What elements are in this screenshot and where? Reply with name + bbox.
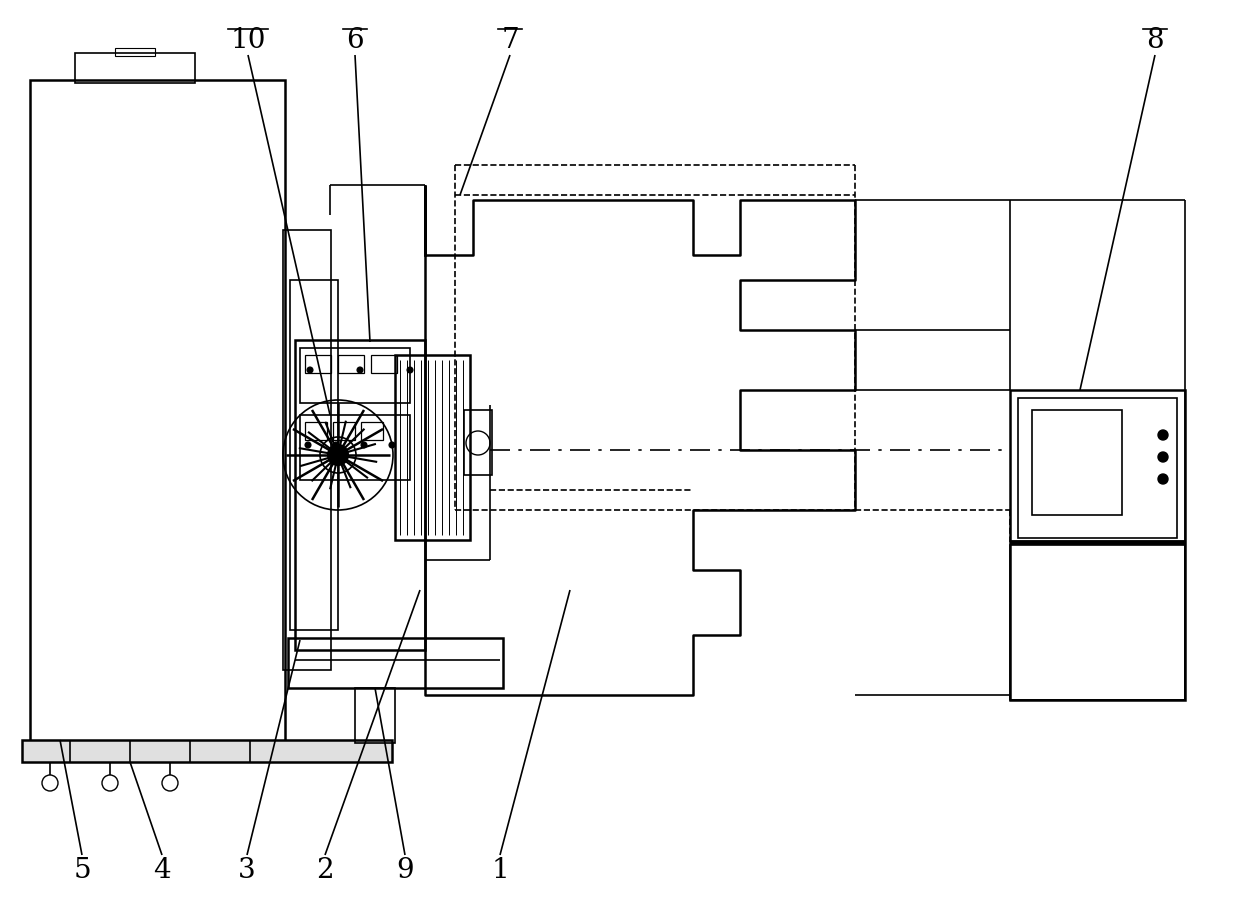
Bar: [300, 415, 410, 480]
Bar: [1011, 390, 1185, 700]
Circle shape: [357, 367, 363, 373]
Bar: [115, 48, 155, 56]
Circle shape: [407, 367, 413, 373]
Text: 7: 7: [501, 26, 518, 54]
Circle shape: [361, 442, 367, 448]
Bar: [305, 355, 331, 373]
Circle shape: [305, 442, 311, 448]
Bar: [283, 230, 331, 670]
Bar: [288, 638, 503, 688]
Circle shape: [389, 442, 396, 448]
Bar: [30, 80, 285, 750]
Text: 2: 2: [316, 856, 334, 884]
Bar: [290, 280, 339, 630]
Bar: [371, 355, 397, 373]
Bar: [300, 348, 410, 403]
Circle shape: [334, 442, 339, 448]
Bar: [464, 410, 492, 475]
Text: 9: 9: [397, 856, 414, 884]
Circle shape: [329, 445, 348, 465]
Bar: [1011, 545, 1185, 700]
Bar: [305, 422, 327, 440]
Bar: [295, 340, 425, 650]
Circle shape: [1158, 430, 1168, 440]
Circle shape: [1158, 474, 1168, 484]
Bar: [334, 422, 355, 440]
Text: 6: 6: [346, 26, 363, 54]
Text: 3: 3: [238, 856, 255, 884]
Bar: [74, 53, 195, 83]
Circle shape: [1158, 452, 1168, 462]
Text: 4: 4: [154, 856, 171, 884]
Bar: [339, 355, 365, 373]
Text: 8: 8: [1146, 26, 1164, 54]
Bar: [361, 422, 383, 440]
Circle shape: [308, 367, 312, 373]
Text: 5: 5: [73, 856, 91, 884]
Bar: [355, 688, 396, 743]
Text: 1: 1: [491, 856, 508, 884]
Bar: [396, 355, 470, 540]
Bar: [22, 740, 392, 762]
Bar: [1018, 398, 1177, 538]
Text: 10: 10: [231, 26, 265, 54]
Bar: [1032, 410, 1122, 515]
